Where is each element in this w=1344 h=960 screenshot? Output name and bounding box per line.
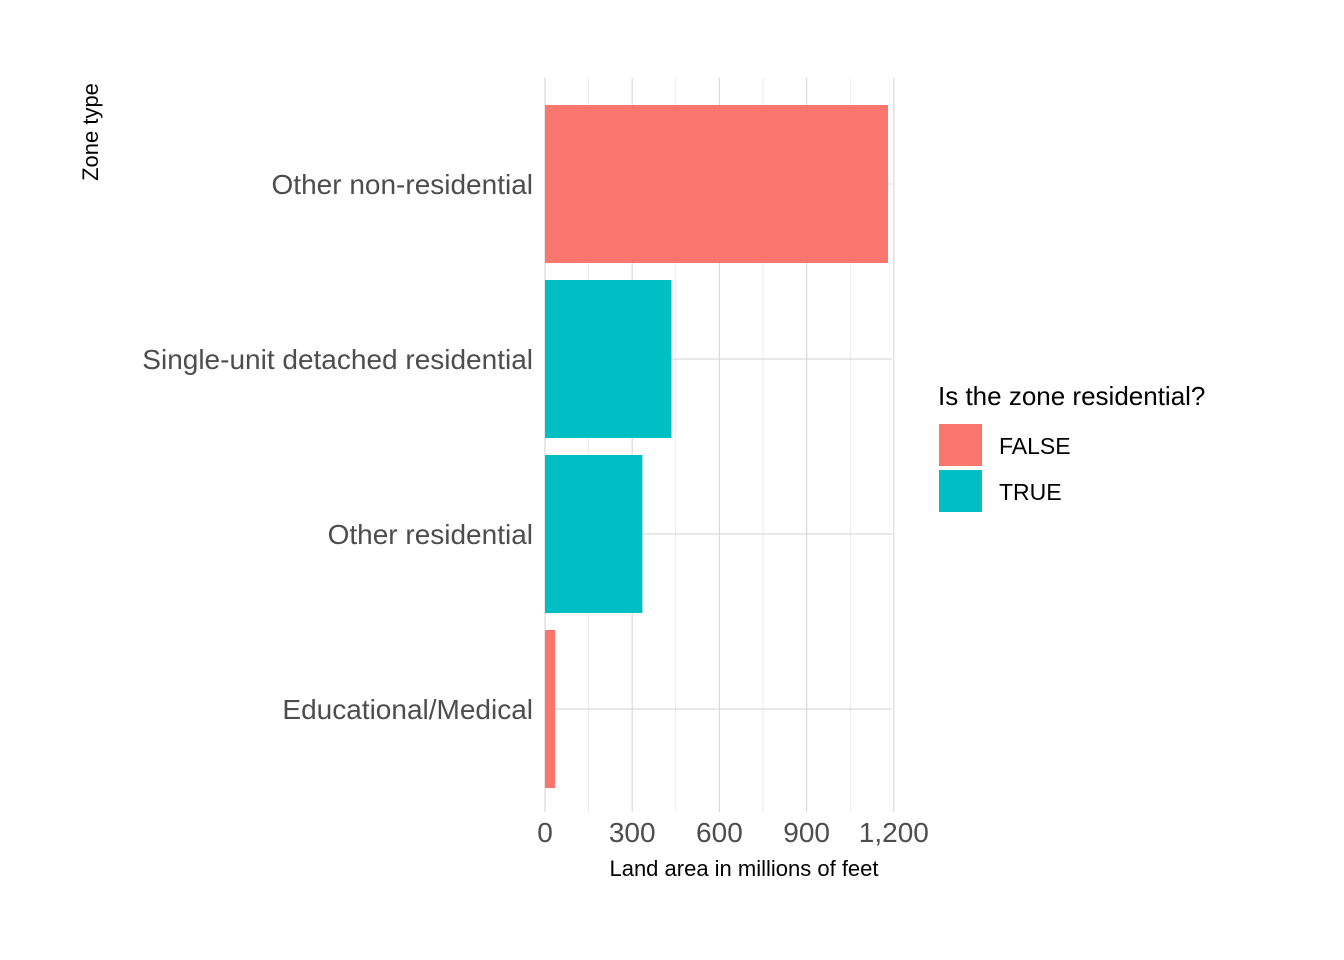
legend-title: Is the zone residential? xyxy=(938,381,1205,411)
legend-swatch xyxy=(939,424,982,466)
x-axis-title: Land area in millions of feet xyxy=(609,856,878,881)
legend-swatch xyxy=(939,470,982,512)
x-tick-label: 1,200 xyxy=(859,817,929,848)
x-tick-label: 600 xyxy=(696,817,743,848)
x-axis-ticks: 0 300 600 900 1,200 xyxy=(537,817,929,848)
y-tick-label: Other residential xyxy=(328,519,533,550)
y-tick-label: Single-unit detached residential xyxy=(142,344,533,375)
legend-label: FALSE xyxy=(999,433,1071,459)
x-tick-label: 900 xyxy=(783,817,830,848)
y-tick-label: Other non-residential xyxy=(272,169,533,200)
bar xyxy=(545,105,888,263)
bar xyxy=(545,280,672,438)
bar xyxy=(545,630,556,788)
legend: Is the zone residential? FALSE TRUE xyxy=(938,381,1205,512)
y-axis-ticks: Other non-residential Single-unit detache… xyxy=(142,169,533,725)
y-axis-title: Zone type xyxy=(78,83,103,181)
y-tick-label: Educational/Medical xyxy=(282,694,533,725)
x-tick-label: 0 xyxy=(537,817,553,848)
bars xyxy=(545,105,888,788)
legend-label: TRUE xyxy=(999,479,1062,505)
x-tick-label: 300 xyxy=(609,817,656,848)
legend-entries: FALSE TRUE xyxy=(939,424,1071,512)
bar xyxy=(545,455,643,613)
